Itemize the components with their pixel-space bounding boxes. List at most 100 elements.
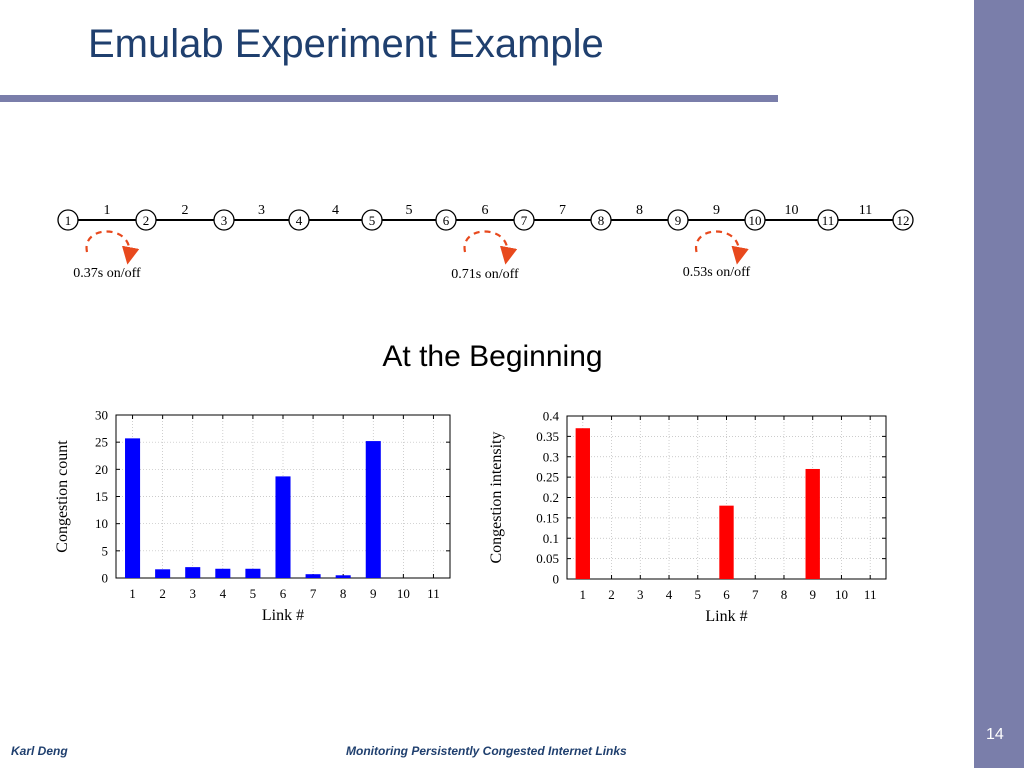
link-label: 4 — [332, 203, 339, 218]
y-tick-label: 0.4 — [543, 409, 560, 424]
node-label: 5 — [369, 213, 376, 228]
bar — [185, 567, 201, 578]
x-tick-label: 2 — [159, 586, 166, 601]
bar — [365, 441, 381, 578]
y-tick-label: 0.15 — [536, 510, 559, 525]
x-tick-label: 8 — [340, 586, 347, 601]
x-tick-label: 6 — [280, 586, 287, 601]
onoff-label: 0.71s on/off — [451, 267, 519, 282]
y-tick-label: 0.2 — [543, 490, 559, 505]
node-circle — [57, 209, 79, 231]
y-axis-label: Congestion intensity — [488, 432, 505, 564]
bar — [275, 476, 291, 578]
x-tick-label: 1 — [580, 587, 587, 602]
bar — [719, 505, 734, 579]
y-axis-label: Congestion count — [54, 440, 71, 553]
y-tick-label: 10 — [95, 516, 108, 531]
x-tick-label: 1 — [129, 586, 136, 601]
node-label: 10 — [749, 213, 762, 228]
bar — [155, 569, 171, 578]
x-tick-label: 3 — [637, 587, 644, 602]
node-label: 8 — [598, 213, 605, 228]
side-accent-bar — [974, 0, 1024, 768]
node-circle — [667, 209, 689, 231]
section-subtitle: At the Beginning — [382, 340, 603, 373]
bar — [305, 574, 321, 578]
slide-title: Emulab Experiment Example — [88, 22, 604, 66]
x-tick-label: 10 — [397, 586, 410, 601]
y-tick-label: 0.05 — [536, 551, 559, 566]
bar — [245, 568, 261, 578]
bar — [335, 575, 351, 578]
node-circle — [288, 209, 310, 231]
x-tick-label: 11 — [864, 587, 877, 602]
node-circle — [135, 209, 157, 231]
onoff-arc-icon — [463, 230, 518, 265]
footer-author: Karl Deng — [11, 744, 68, 758]
title-underline — [0, 95, 778, 102]
x-tick-label: 5 — [695, 587, 702, 602]
x-tick-label: 6 — [723, 587, 730, 602]
bar — [215, 568, 231, 578]
link-label: 5 — [406, 203, 413, 218]
slide-number: 14 — [986, 726, 1004, 743]
x-tick-label: 7 — [752, 587, 759, 602]
x-axis-label: Link # — [705, 608, 747, 625]
node-circle — [213, 209, 235, 231]
x-tick-label: 7 — [310, 586, 317, 601]
bar — [575, 428, 590, 579]
link-label: 3 — [258, 203, 265, 218]
y-tick-label: 0.3 — [543, 449, 559, 464]
x-tick-label: 10 — [835, 587, 848, 602]
node-circle — [361, 209, 383, 231]
x-tick-label: 9 — [809, 587, 816, 602]
y-tick-label: 0.35 — [536, 429, 559, 444]
node-label: 11 — [822, 213, 835, 228]
onoff-label: 0.53s on/off — [683, 265, 751, 280]
x-tick-label: 4 — [666, 587, 673, 602]
node-circle — [817, 209, 839, 231]
y-tick-label: 5 — [102, 543, 109, 558]
onoff-arc-icon — [85, 230, 140, 265]
node-circle — [892, 209, 914, 231]
y-tick-label: 20 — [95, 462, 108, 477]
node-circle — [590, 209, 612, 231]
x-tick-label: 11 — [427, 586, 440, 601]
link-label: 7 — [559, 203, 566, 218]
x-tick-label: 8 — [781, 587, 788, 602]
x-tick-label: 5 — [250, 586, 257, 601]
x-tick-label: 4 — [220, 586, 227, 601]
onoff-label: 0.37s on/off — [73, 266, 141, 281]
node-label: 7 — [521, 213, 528, 228]
link-label: 2 — [182, 203, 189, 218]
node-label: 2 — [143, 213, 150, 228]
node-circle — [513, 209, 535, 231]
node-label: 1 — [65, 213, 72, 228]
footer-title: Monitoring Persistently Congested Intern… — [346, 744, 627, 758]
x-tick-label: 9 — [370, 586, 377, 601]
node-label: 6 — [443, 213, 450, 228]
node-circle — [744, 209, 766, 231]
x-tick-label: 3 — [189, 586, 196, 601]
node-label: 9 — [675, 213, 682, 228]
y-tick-label: 15 — [95, 489, 108, 504]
node-label: 4 — [296, 213, 303, 228]
link-label: 10 — [785, 203, 799, 218]
x-tick-label: 2 — [608, 587, 615, 602]
node-circle — [435, 209, 457, 231]
y-tick-label: 0 — [102, 571, 109, 586]
link-label: 6 — [482, 203, 489, 218]
node-label: 12 — [897, 213, 910, 228]
y-tick-label: 0 — [553, 572, 560, 587]
y-tick-label: 0.25 — [536, 470, 559, 485]
link-label: 1 — [104, 203, 111, 218]
onoff-arc-icon — [695, 230, 749, 265]
bar — [805, 468, 820, 579]
x-axis-label: Link # — [262, 607, 304, 624]
link-label: 9 — [713, 203, 720, 218]
node-label: 3 — [221, 213, 228, 228]
y-tick-label: 30 — [95, 408, 108, 423]
y-tick-label: 0.1 — [543, 531, 559, 546]
